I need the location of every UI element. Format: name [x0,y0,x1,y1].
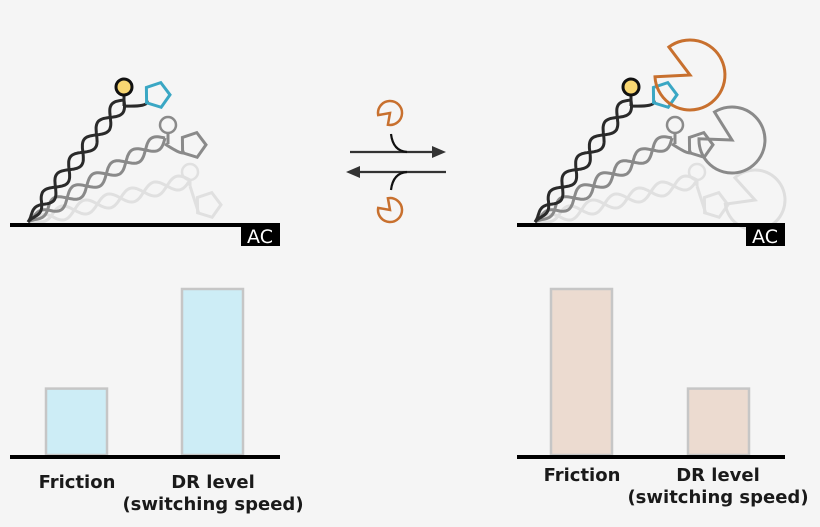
faded-binder-pacman-icon [723,168,787,232]
bar-charts [44,287,751,457]
right-dr-sublabel: (switching speed) [627,487,808,508]
right-bar-friction [549,287,614,457]
tether [164,142,185,155]
dna-mid-strand-2 [534,135,673,224]
dna-active [26,77,172,224]
ligand-pentagon-icon [144,80,172,110]
release-curve [389,170,408,191]
ligand-pentagon-icon [180,130,208,160]
left-bar-friction [44,387,109,457]
mid-binder-pacman-icon [697,105,767,175]
dna-active-strand-1 [26,99,126,224]
dna-mid [27,115,208,224]
right-molecule-panel [533,38,787,232]
ligand-pentagon-icon [687,130,715,160]
anchor-ball-icon [665,115,685,135]
dna-faded-strand-2 [534,174,698,224]
tether [671,142,692,155]
dna-faded-strand-2 [27,174,191,224]
left-ac-box [241,225,280,246]
left-dr-label: DR level [171,472,255,493]
left-dr-sublabel: (switching speed) [122,494,303,515]
anchor-ball-icon [687,162,707,182]
anchor-ball-icon [621,77,641,97]
equilibrium-arrows [346,133,446,191]
left-ac-label: AC [247,226,273,248]
reverse-arrow-head-icon [346,166,360,178]
free-binder-bottom-pacman-icon [376,196,404,224]
free-binder-top-pacman-icon [376,99,404,127]
anchor-ball-icon [158,115,178,135]
tether [123,100,149,108]
dna-active-strand-2 [26,98,125,223]
dna-mid-strand-2 [27,135,166,224]
left-friction-label: Friction [39,472,116,493]
active-binder-pacman-icon [653,38,727,112]
right-ac-box [746,225,785,246]
dna-active-strand-2 [533,98,632,223]
forward-arrow-head-icon [432,146,446,158]
dna-mid-strand-1 [27,137,167,224]
dna-active-strand-1 [533,99,633,224]
dna-mid-strand-1 [534,137,674,224]
right-friction-label: Friction [544,465,621,486]
tether [630,100,656,108]
left-molecule-panel [26,77,223,224]
right-dr-label: DR level [676,465,760,486]
ligand-pentagon-icon [195,190,223,220]
anchor-ball-icon [114,77,134,97]
binding-curve [389,133,408,154]
anchor-ball-icon [180,162,200,182]
dna-mid [534,115,715,224]
left-bar-dr-level [180,287,245,457]
right-ac-label: AC [752,226,778,248]
right-bar-dr-level [686,387,751,457]
